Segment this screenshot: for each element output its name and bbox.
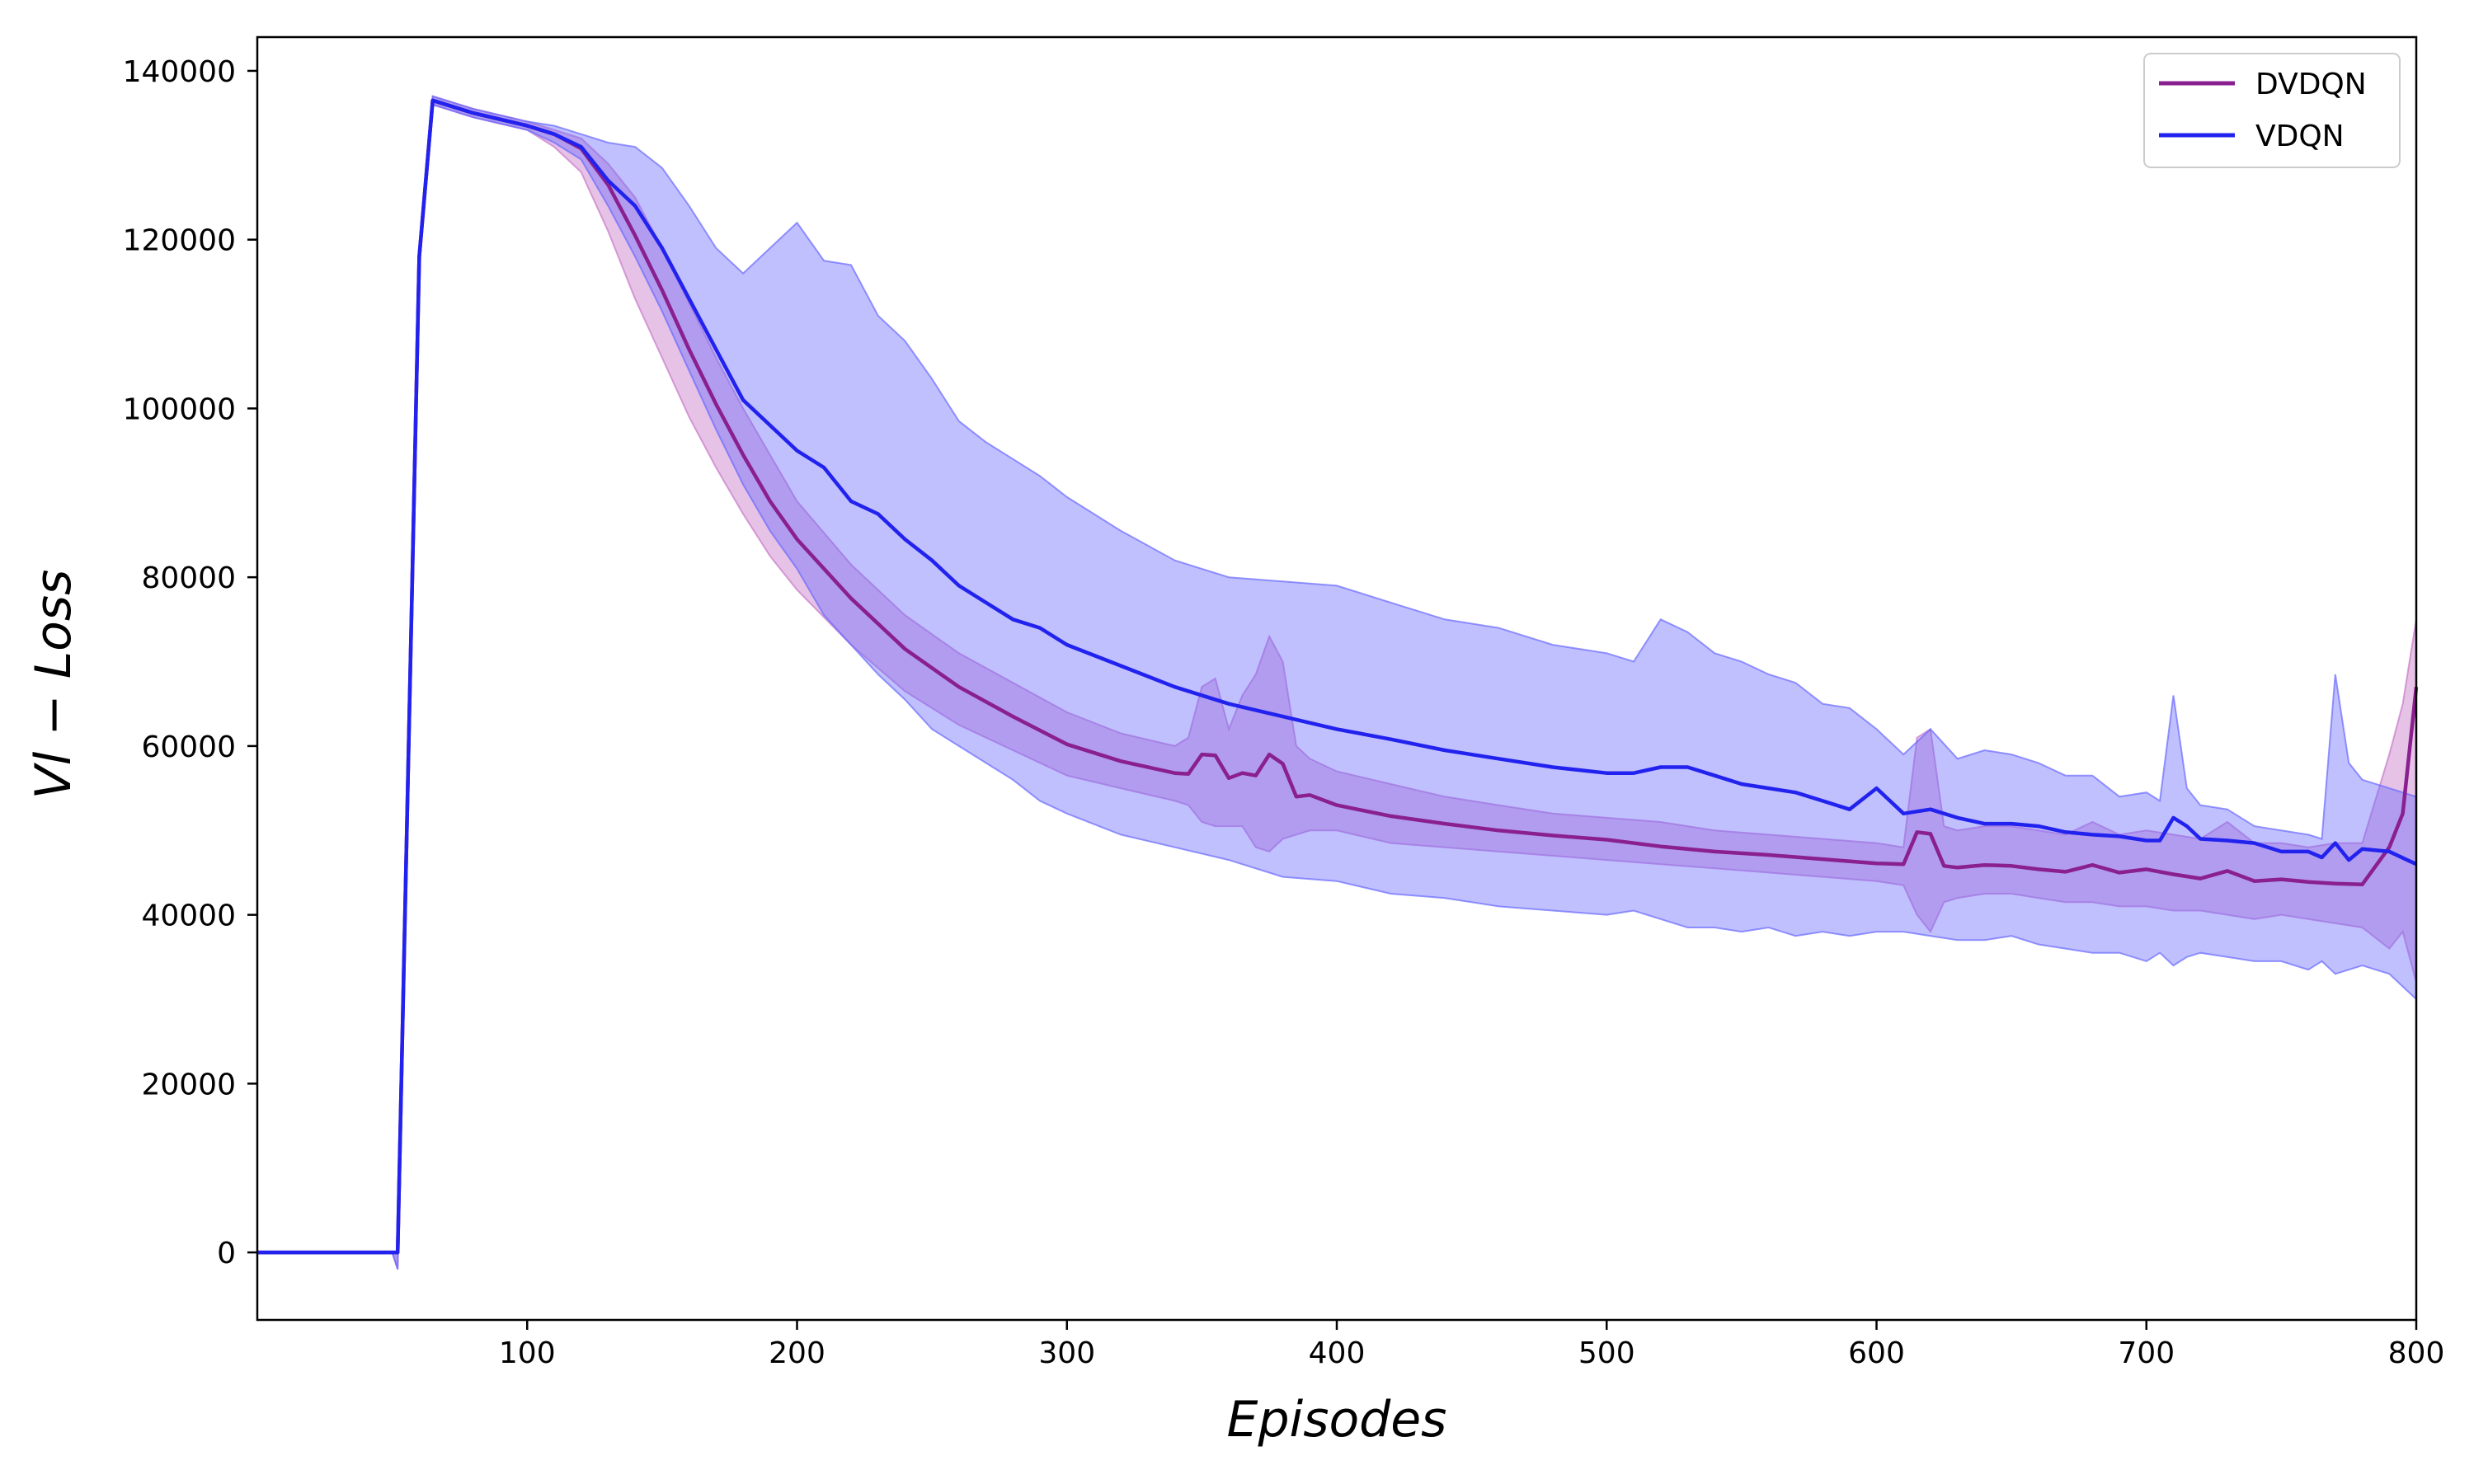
legend: DVDQN VDQN [2143,53,2401,168]
y-tick-label: 0 [217,1237,236,1270]
x-axis-label: Episodes [1227,1391,1447,1449]
y-tick-label: 60000 [141,730,236,764]
x-tick-label: 100 [499,1336,556,1370]
series-lines [257,98,2419,1255]
y-tick-label: 40000 [141,899,236,933]
x-axis-ticks: 100 200 300 400 500 600 700 800 [499,1320,2444,1370]
legend-label-vdqn: VDQN [2255,120,2345,153]
x-tick-label: 300 [1038,1336,1095,1370]
line-vdqn [257,98,2417,1255]
y-tick-label: 140000 [123,55,236,89]
x-tick-label: 500 [1578,1336,1635,1370]
y-axis-ticks: 0 20000 40000 60000 80000 100000 120000 140000 [123,55,257,1270]
y-tick-label: 20000 [141,1068,236,1101]
x-tick-label: 800 [2388,1336,2445,1370]
y-axis-label: Vl − Loss [25,570,82,800]
y-tick-label: 80000 [141,561,236,595]
y-tick-label: 100000 [123,392,236,426]
x-tick-label: 600 [1848,1336,1905,1370]
line-dvdqn [257,98,2419,1255]
legend-label-dvdqn: DVDQN [2255,68,2367,101]
x-tick-label: 700 [2118,1336,2175,1370]
x-tick-label: 400 [1309,1336,1366,1370]
y-tick-label: 120000 [123,224,236,258]
x-tick-label: 200 [769,1336,825,1370]
